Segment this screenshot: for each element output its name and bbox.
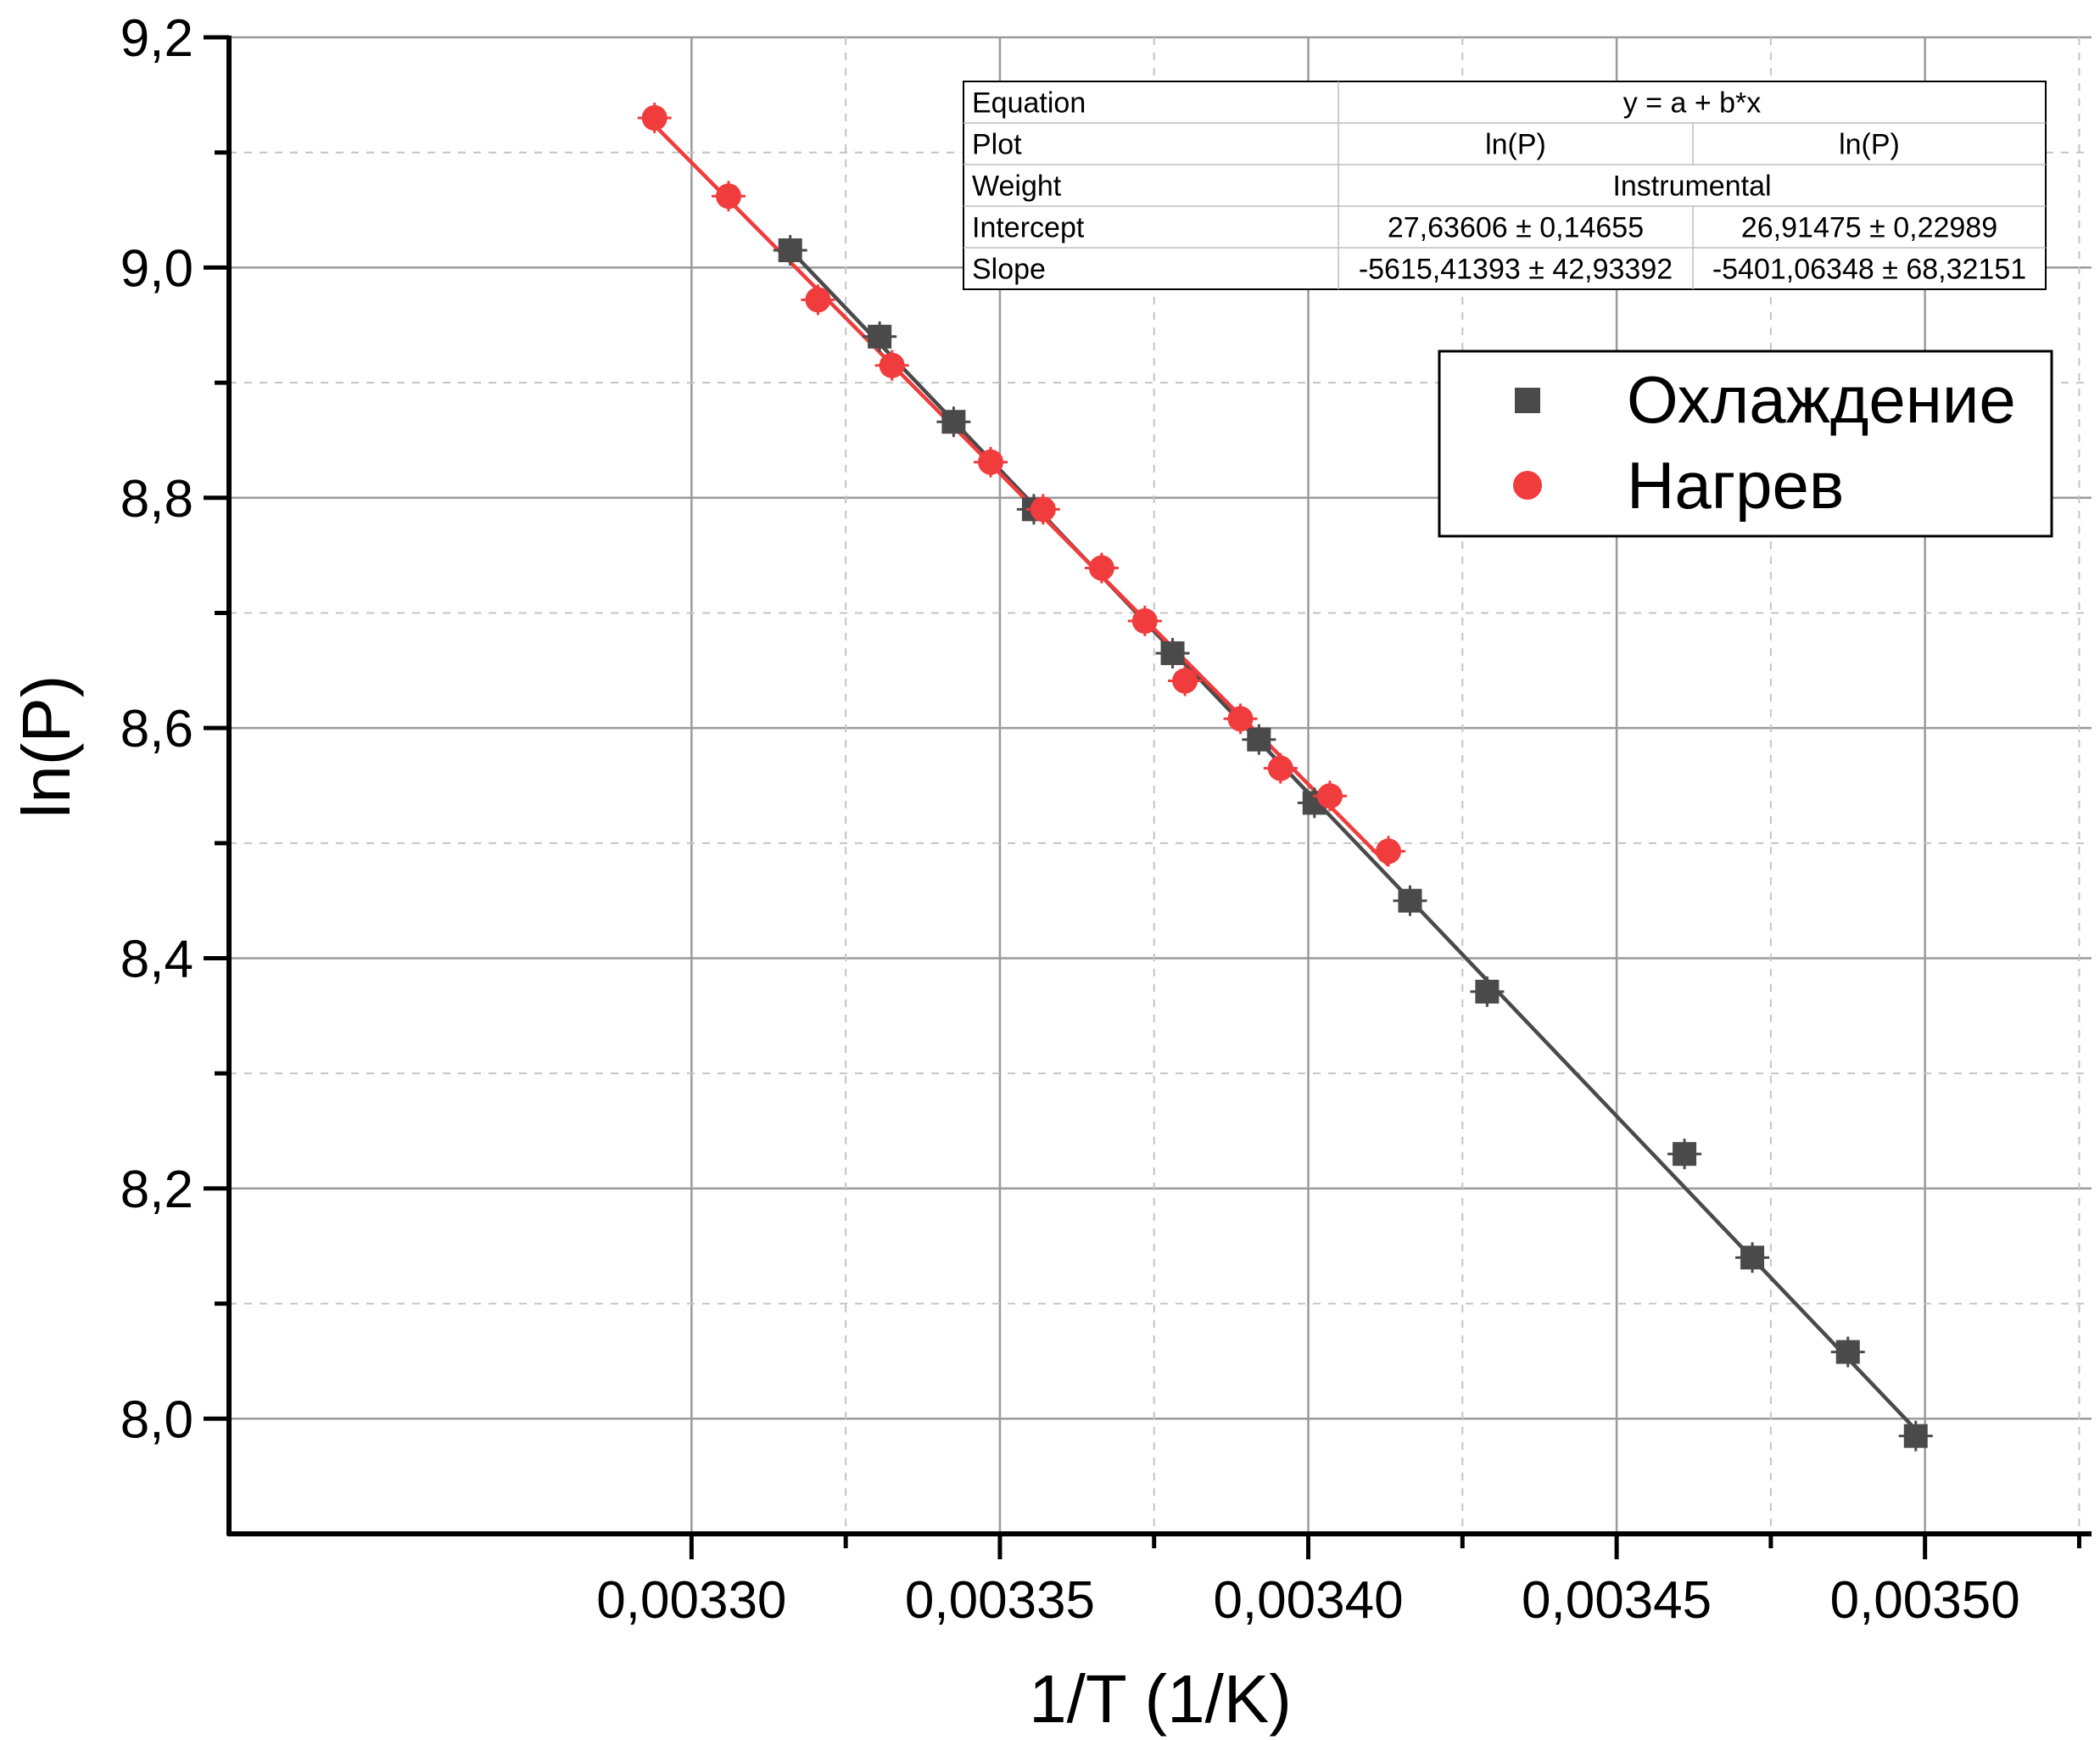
fit-line-series-0: [789, 249, 1918, 1431]
circle-marker: [805, 287, 831, 313]
x-axis-title: 1/T (1/K): [1029, 1661, 1292, 1737]
y-tick-label-2: 8,4: [120, 931, 193, 989]
x-tick-label-2: 0,00340: [1213, 1571, 1403, 1630]
circle-point-1-7: [1127, 605, 1162, 636]
x-tick-label-4: 0,00350: [1830, 1571, 2020, 1630]
circle-marker: [641, 104, 667, 131]
square-point-0-10: [1735, 1242, 1770, 1273]
square-marker: [1160, 641, 1185, 665]
square-point-0-11: [1830, 1336, 1865, 1368]
square-point-0-8: [1470, 976, 1505, 1007]
x-tick-label-0: 0,00330: [596, 1571, 786, 1630]
tick-labels: 0,00330 0,00335 0,00340 0,00345 0,00350 8,0 8,…: [120, 9, 2020, 1630]
axes: [204, 35, 2092, 1559]
square-marker: [1740, 1245, 1765, 1270]
circle-point-1-9: [1223, 703, 1258, 735]
square-point-0-2: [936, 406, 971, 438]
square-marker: [1903, 1424, 1928, 1448]
y-tick-label-5: 9,0: [120, 239, 193, 298]
circle-marker: [1376, 838, 1402, 864]
x-tick-label-1: 0,00335: [905, 1571, 1095, 1630]
y-tick-label-0: 8,0: [120, 1390, 193, 1449]
y-tick-label-4: 8,8: [120, 470, 193, 529]
fit-results-table: Equation y = a + b*x Plot ln(P) ln(P) Weight I…: [963, 81, 2047, 290]
circle-marker: [715, 183, 741, 210]
circle-marker: [978, 449, 1004, 475]
fit-table-row-label-2: Weight: [972, 171, 1062, 203]
circle-marker: [1131, 607, 1158, 634]
fit-table-cell-3-0: 27,63606 ± 0,14655: [1388, 212, 1644, 244]
circle-marker: [1316, 783, 1343, 809]
circle-marker: [879, 352, 905, 378]
square-marker: [1475, 979, 1500, 1004]
square-point-0-5: [1242, 724, 1276, 755]
circle-point-1-2: [801, 284, 835, 316]
data-points: [637, 102, 1933, 1452]
fit-table-cell-4-0: -5615,41393 ± 42,93392: [1359, 254, 1673, 286]
circle-point-1-0: [637, 102, 672, 133]
fit-table-cell-1-1: ln(P): [1839, 129, 1900, 161]
fit-table-cell-1-0: ln(P): [1485, 129, 1546, 161]
fit-table-row-label-3: Intercept: [972, 212, 1085, 244]
square-marker: [1673, 1142, 1697, 1167]
legend-square-marker: [1515, 388, 1540, 413]
legend-frame: [1438, 350, 2053, 538]
circle-point-1-6: [1084, 552, 1119, 584]
circle-point-1-11: [1312, 780, 1347, 812]
square-marker: [1835, 1340, 1860, 1364]
circle-marker: [1267, 755, 1293, 781]
legend-label-cooling: Охлаждение: [1627, 362, 2016, 437]
y-tick-label-6: 9,2: [120, 9, 193, 68]
circle-point-1-5: [1025, 494, 1060, 525]
square-point-0-0: [773, 235, 807, 266]
circle-point-1-12: [1371, 836, 1406, 867]
circle-marker: [1088, 555, 1114, 581]
legend: Охлаждение Нагрев: [1438, 350, 2053, 538]
circle-marker: [1227, 706, 1254, 732]
fit-table-row-label-0: Equation: [972, 87, 1086, 120]
square-marker: [778, 238, 802, 263]
fit-table-cell-0-0: y = a + b*x: [1623, 87, 1762, 120]
circle-marker: [1030, 496, 1056, 523]
circle-point-1-4: [974, 446, 1008, 478]
circle-point-1-1: [711, 181, 746, 212]
circle-marker: [1172, 668, 1198, 694]
legend-label-heating: Нагрев: [1627, 448, 1844, 523]
circle-point-1-8: [1168, 665, 1203, 697]
square-marker: [1247, 727, 1271, 752]
square-point-0-1: [863, 321, 897, 352]
square-point-0-7: [1393, 885, 1427, 916]
y-tick-label-1: 8,2: [120, 1161, 193, 1219]
x-tick-label-3: 0,00345: [1522, 1571, 1712, 1630]
fit-table-row-label-1: Plot: [972, 129, 1022, 161]
square-point-0-4: [1155, 637, 1190, 669]
fit-table-cell-4-1: -5401,06348 ± 68,32151: [1712, 254, 2026, 286]
square-marker: [868, 324, 892, 349]
fit-table-row-label-4: Slope: [972, 254, 1046, 286]
circle-point-1-3: [874, 350, 909, 381]
square-point-0-12: [1898, 1420, 1933, 1452]
y-axis-title: ln(P): [8, 675, 84, 819]
circle-point-1-10: [1263, 753, 1298, 784]
y-tick-label-3: 8,6: [120, 700, 193, 758]
square-marker: [941, 410, 966, 434]
legend-circle-marker: [1513, 471, 1542, 500]
fit-table-cell-3-1: 26,91475 ± 0,22989: [1741, 212, 1997, 244]
square-marker: [1398, 888, 1422, 913]
fit-table-cell-2-0: Instrumental: [1612, 171, 1771, 203]
square-point-0-9: [1667, 1139, 1702, 1170]
fit-table-frame: [963, 81, 2047, 290]
